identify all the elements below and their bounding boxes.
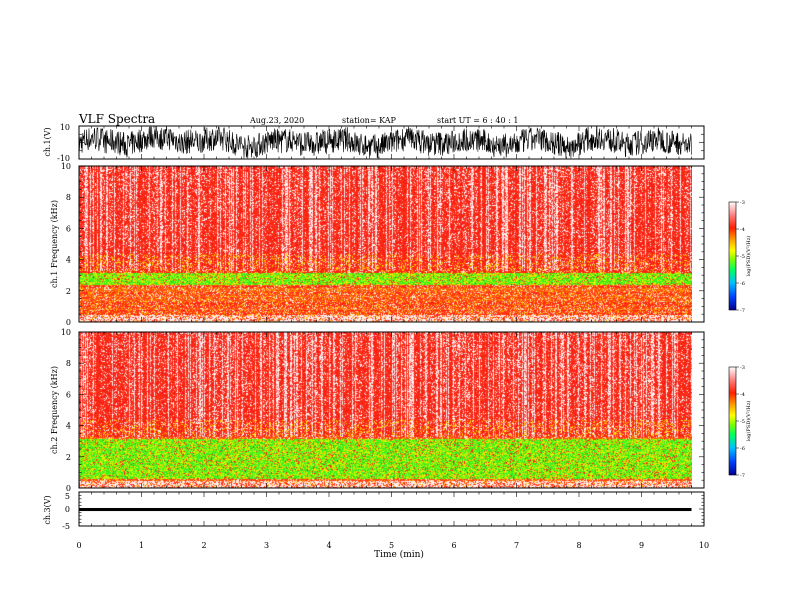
colorbar-tick-label: -6 <box>740 446 745 452</box>
ch2-spectrogram-panel: 0 2 4 6 8 10 ch.2 Frequency (kHz) <box>50 328 705 493</box>
date-label: Aug.23, 2020 <box>249 116 304 125</box>
x-axis-label: Time (min) <box>374 549 424 560</box>
colorbar-tick-label: -4 <box>740 227 745 233</box>
ch1-spectrogram-panel: 0 2 4 6 8 10 ch.1 Frequency (kHz) <box>50 162 705 327</box>
y-tick-label: 4 <box>66 422 71 431</box>
ch2-colorbar: log(PSD)(V²/Hz) -3 -4 -5 -6 -7 <box>728 365 752 479</box>
y-tick-label: 2 <box>66 453 71 462</box>
time-ticks: 0 1 2 3 4 5 6 7 8 9 10 <box>76 125 709 550</box>
y-tick-label: 0 <box>66 318 71 327</box>
x-tick-label: 6 <box>451 541 456 550</box>
x-tick-label: 8 <box>576 541 581 550</box>
x-tick-label: 0 <box>76 541 81 550</box>
colorbar-tick-label: -5 <box>740 254 745 260</box>
colorbar-tick-label: -3 <box>740 365 745 371</box>
x-tick-label: 10 <box>699 541 709 550</box>
x-tick-label: 3 <box>264 541 269 550</box>
y-tick-label: 8 <box>66 359 71 368</box>
figure-title: VLF Spectra <box>78 112 155 126</box>
ch1-ytick-top: 10 <box>60 123 70 132</box>
x-tick-label: 5 <box>389 541 394 550</box>
ch1-spectrogram-ylabel: ch.1 Frequency (kHz) <box>50 200 59 288</box>
ch2-spectrogram-ylabel: ch.2 Frequency (kHz) <box>50 366 59 454</box>
x-tick-label: 9 <box>639 541 644 550</box>
ch2-colorbar-label: log(PSD)(V²/Hz) <box>745 401 752 442</box>
colorbar-tick-label: -3 <box>740 200 745 206</box>
colorbar-tick-label: -5 <box>740 419 745 425</box>
ch1-ytick-bottom: -10 <box>57 154 70 163</box>
ch3-ytick-bottom: -5 <box>62 522 70 531</box>
y-tick-label: 8 <box>66 193 71 202</box>
x-tick-label: 4 <box>326 541 331 550</box>
y-tick-label: 0 <box>66 484 71 493</box>
ch3-waveform-panel: 5 0 -5 ch.3(V) <box>43 491 705 531</box>
ch1-waveform-series <box>78 126 692 159</box>
x-tick-label: 2 <box>201 541 206 550</box>
ch3-ytick-top: 5 <box>65 492 70 501</box>
y-tick-label: 10 <box>61 162 71 171</box>
ch1-waveform-ylabel: ch.1(V) <box>43 127 52 156</box>
x-tick-label: 1 <box>139 541 144 550</box>
colorbar-tick-label: -7 <box>740 473 745 479</box>
x-tick-label: 7 <box>514 541 519 550</box>
start-ut-label: start UT = 6 : 40 : 1 <box>437 116 518 125</box>
colorbar-tick-label: -4 <box>740 392 745 398</box>
ch1-colorbar-label: log(PSD)(V²/Hz) <box>745 236 752 277</box>
ch1-spectrogram-image <box>79 166 692 322</box>
ch3-waveform-series <box>79 507 692 512</box>
y-tick-label: 4 <box>66 256 71 265</box>
y-tick-label: 6 <box>66 390 71 399</box>
ch3-waveform-ylabel: ch.3(V) <box>43 495 52 524</box>
ch1-waveform-panel: 10 -10 ch.1(V) <box>43 123 705 163</box>
ch1-colorbar: log(PSD)(V²/Hz) -3 -4 -5 -6 -7 <box>728 200 752 314</box>
y-tick-label: 2 <box>66 287 71 296</box>
y-tick-label: 6 <box>66 224 71 233</box>
station-label: station= KAP <box>342 116 397 125</box>
colorbar-tick-label: -7 <box>740 308 745 314</box>
colorbar-tick-label: -6 <box>740 281 745 287</box>
ch3-ytick-mid: 0 <box>65 505 70 514</box>
ch2-spectrogram-image <box>79 332 692 488</box>
y-tick-label: 10 <box>61 328 71 337</box>
